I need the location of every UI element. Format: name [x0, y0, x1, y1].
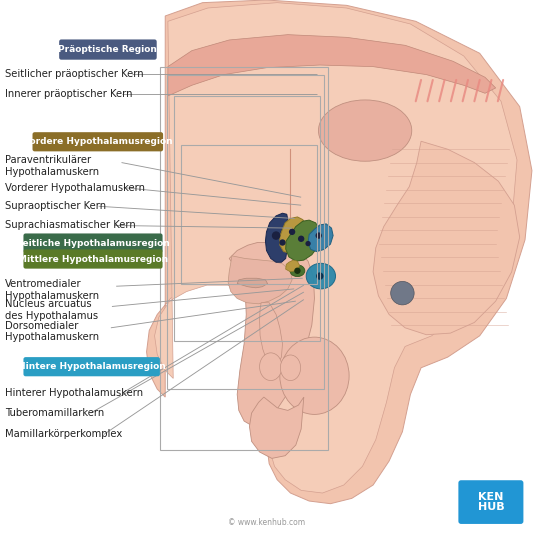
Ellipse shape — [306, 263, 336, 289]
Ellipse shape — [319, 100, 412, 161]
Polygon shape — [260, 303, 282, 365]
Circle shape — [316, 272, 324, 280]
Text: Ventromedialer
Hypothalamuskern: Ventromedialer Hypothalamuskern — [5, 279, 100, 301]
Polygon shape — [249, 397, 304, 458]
Text: Innerer präoptischer Kern: Innerer präoptischer Kern — [5, 90, 133, 99]
Text: Hintere Hypothalamusregion: Hintere Hypothalamusregion — [18, 362, 166, 371]
Text: KEN
HUB: KEN HUB — [478, 492, 504, 512]
Ellipse shape — [280, 337, 349, 415]
Polygon shape — [228, 256, 292, 304]
FancyBboxPatch shape — [33, 132, 163, 151]
Text: Mamillarkörperkomplex: Mamillarkörperkomplex — [5, 430, 123, 439]
FancyBboxPatch shape — [23, 357, 160, 376]
Circle shape — [289, 229, 295, 235]
Text: Tuberomamillarkern: Tuberomamillarkern — [5, 408, 104, 418]
Polygon shape — [373, 141, 520, 335]
Circle shape — [298, 236, 304, 242]
Polygon shape — [147, 0, 532, 504]
Text: Präoptische Region: Präoptische Region — [59, 45, 157, 54]
Polygon shape — [286, 260, 300, 272]
Text: Seitlicher präoptischer Kern: Seitlicher präoptischer Kern — [5, 69, 144, 78]
Circle shape — [316, 232, 322, 239]
Polygon shape — [265, 213, 288, 262]
Text: Suprachiasmatischer Kern: Suprachiasmatischer Kern — [5, 221, 136, 230]
Polygon shape — [168, 35, 496, 96]
FancyBboxPatch shape — [458, 480, 523, 524]
Polygon shape — [237, 278, 268, 288]
FancyBboxPatch shape — [23, 249, 163, 269]
Ellipse shape — [280, 355, 301, 381]
Bar — [167, 75, 324, 389]
Polygon shape — [308, 224, 333, 252]
Text: Hinterer Hypothalamuskern: Hinterer Hypothalamuskern — [5, 388, 143, 398]
Ellipse shape — [290, 265, 305, 277]
Bar — [181, 145, 317, 284]
FancyBboxPatch shape — [59, 39, 157, 60]
Text: Vordere Hypothalamusregion: Vordere Hypothalamusregion — [23, 138, 173, 146]
Text: Nucleus arcuatus
des Hypothalamus: Nucleus arcuatus des Hypothalamus — [5, 300, 99, 321]
Text: Paraventrikulärer
Hypothalamuskern: Paraventrikulärer Hypothalamuskern — [5, 156, 100, 177]
Bar — [160, 67, 328, 450]
Circle shape — [305, 241, 311, 246]
Bar — [174, 96, 320, 341]
Circle shape — [294, 268, 301, 274]
Polygon shape — [229, 243, 314, 426]
Polygon shape — [280, 217, 308, 253]
Polygon shape — [155, 3, 517, 493]
FancyBboxPatch shape — [23, 233, 163, 253]
Ellipse shape — [260, 353, 282, 381]
Text: Mittlere Hypothalamusregion: Mittlere Hypothalamusregion — [18, 255, 168, 263]
Text: © www.kenhub.com: © www.kenhub.com — [228, 518, 305, 527]
Circle shape — [279, 239, 286, 246]
Text: Vorderer Hypothalamuskern: Vorderer Hypothalamuskern — [5, 183, 146, 192]
Polygon shape — [286, 220, 321, 261]
Text: Supraoptischer Kern: Supraoptischer Kern — [5, 201, 107, 211]
Text: Seitliche Hypothalamusregion: Seitliche Hypothalamusregion — [16, 239, 170, 247]
Text: Dorsomedialer
Hypothalamuskern: Dorsomedialer Hypothalamuskern — [5, 321, 100, 342]
Circle shape — [391, 281, 414, 305]
Circle shape — [272, 231, 280, 240]
